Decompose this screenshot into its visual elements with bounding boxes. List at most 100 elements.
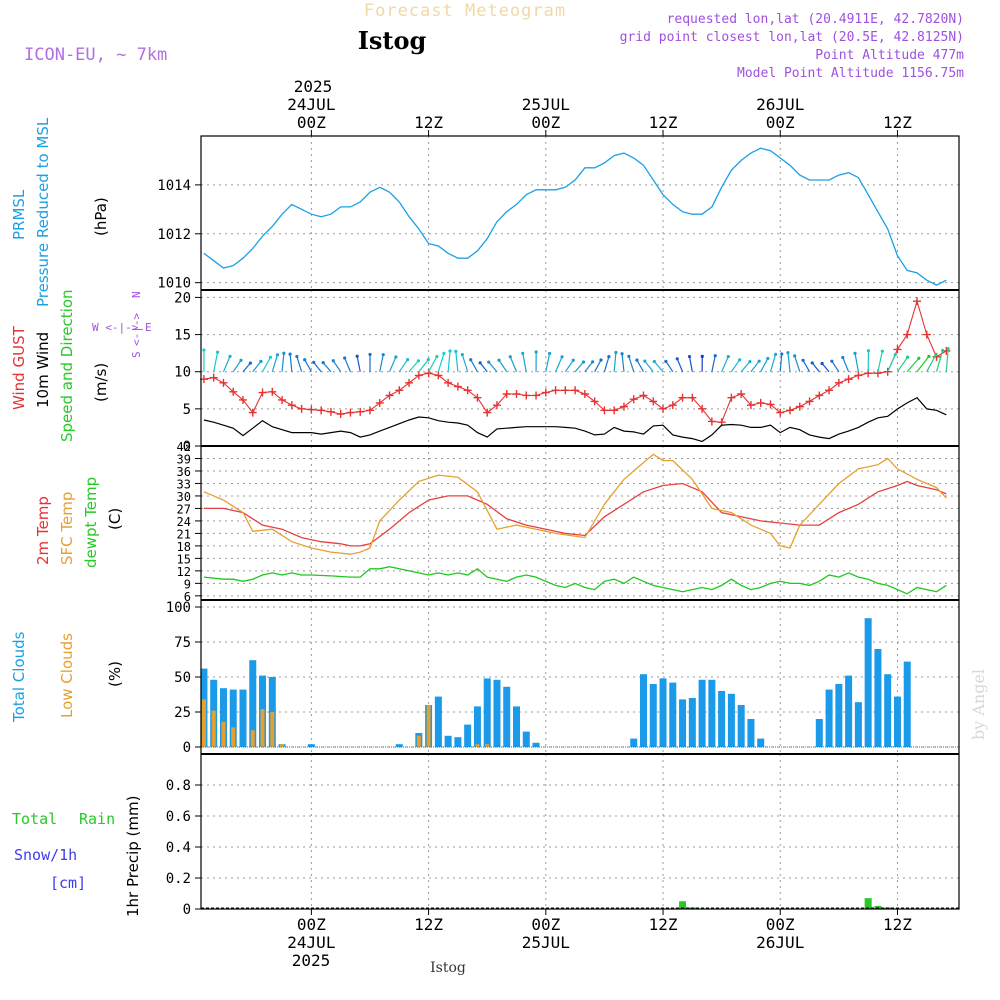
- wind-arrowhead: [275, 353, 280, 357]
- total-cloud-bar: [532, 742, 540, 747]
- gust-marker: [444, 378, 453, 387]
- wind-arrowhead: [581, 360, 586, 364]
- total-cloud-bar: [659, 678, 667, 747]
- top-year: 2025: [294, 77, 333, 96]
- wind-arrowhead: [757, 359, 761, 363]
- wind-arrowhead: [934, 352, 938, 357]
- top-xtick-label: 00Z: [766, 113, 795, 132]
- wind-arrow: [428, 356, 438, 373]
- gust-marker: [610, 406, 619, 415]
- temperature-ytick-label: 12: [177, 565, 191, 579]
- temperature-ytick-label: 42: [177, 440, 191, 454]
- top-xtick-label: 12Z: [649, 113, 678, 132]
- wind-arrow: [447, 350, 451, 372]
- temperature-ytick-label: 33: [177, 477, 191, 491]
- low-cloud-bar: [426, 705, 431, 747]
- wind-arrowhead: [591, 360, 595, 364]
- gust-marker: [825, 386, 834, 395]
- wind-arrow: [379, 354, 384, 372]
- rain-label: Rain: [79, 810, 115, 828]
- wind-arrowhead: [295, 354, 299, 359]
- gust-marker: [278, 395, 287, 404]
- gust-marker: [688, 393, 697, 402]
- precipitation-ytick-label: 0.4: [166, 840, 191, 856]
- clouds-ytick-label: 75: [174, 635, 191, 651]
- gust-marker: [737, 390, 746, 398]
- gridpoint-coords: grid point closest lon,lat (20.5E, 42.81…: [620, 30, 964, 45]
- wind-arrow: [437, 353, 445, 372]
- gust-marker: [346, 408, 355, 417]
- total-cloud-bar: [219, 688, 227, 747]
- wind-arrowhead: [497, 358, 501, 362]
- total-cloud-bar: [835, 684, 843, 747]
- wind-arrow: [711, 355, 716, 372]
- snow-label: Snow/1h: [14, 846, 77, 864]
- gust-marker: [707, 417, 716, 426]
- wind-arrow: [408, 360, 419, 373]
- pressure-unit: (hPa): [92, 197, 110, 236]
- wind-arrow: [636, 359, 645, 373]
- wind-arrow: [613, 352, 617, 372]
- wind-arrow: [603, 356, 610, 372]
- wind-arrow: [398, 359, 409, 373]
- wind-arrow: [854, 353, 859, 372]
- gust-marker: [541, 388, 550, 397]
- wind-arrow: [740, 361, 751, 373]
- gust-marker: [385, 391, 394, 400]
- wind-ytick-label: 15: [174, 328, 191, 344]
- top-xtick-label: 12Z: [883, 113, 912, 132]
- wind-ytick-label: 5: [183, 402, 191, 418]
- wind-arrow: [296, 356, 303, 372]
- gust-marker: [219, 378, 228, 387]
- gust-marker: [619, 402, 628, 411]
- total-cloud-bar: [718, 691, 726, 747]
- gust-marker: [424, 369, 433, 378]
- wind-arrow: [242, 362, 251, 373]
- wind-arrow: [621, 353, 625, 372]
- wind-arrow: [877, 351, 883, 372]
- wind-arrow: [564, 359, 574, 373]
- wind-arrowhead: [726, 354, 730, 359]
- total-cloud-bar: [434, 696, 442, 747]
- wind-arrow: [842, 357, 850, 372]
- wind-arrow: [811, 362, 820, 373]
- wind-arrow: [644, 360, 654, 373]
- temperature-ytick-label: 15: [177, 552, 191, 566]
- wind-arrowhead: [259, 359, 263, 364]
- point-altitude: Point Altitude 477m: [815, 48, 964, 63]
- footer-location: Istog: [430, 960, 466, 976]
- wind-arrowhead: [830, 359, 834, 363]
- wind-unit: (m/s): [92, 363, 110, 402]
- wind-arrowhead: [303, 358, 307, 362]
- pressure-ytick-label: 1012: [157, 227, 191, 243]
- wind-arrow: [304, 359, 312, 373]
- wind-arrow: [787, 352, 791, 372]
- wind-ytick-label: 0: [183, 439, 191, 455]
- gust-marker: [336, 410, 345, 419]
- wind-gust-label: Wind GUST: [10, 325, 28, 410]
- wind-arrowhead: [343, 356, 347, 360]
- temperature-ytick-label: 27: [177, 502, 191, 516]
- gust-marker: [551, 386, 560, 395]
- low-cloud-bar: [280, 744, 285, 747]
- wind-arrow: [945, 348, 949, 372]
- wind-arrowhead: [228, 354, 232, 358]
- wind-arrow: [802, 360, 811, 373]
- precipitation-ytick-label: 0.6: [166, 809, 191, 825]
- gust-marker: [414, 371, 423, 380]
- credit-watermark: by Angel: [969, 669, 988, 740]
- low-cloud-bar: [475, 744, 480, 747]
- cloud-labels: Total Clouds Low Clouds (%): [10, 631, 124, 723]
- wind-arrow: [584, 361, 594, 373]
- bottom-xtick-label: 12Z: [883, 915, 912, 934]
- wind-arrowhead: [508, 355, 512, 359]
- gust-line: [203, 299, 947, 423]
- wind-arrowhead: [282, 351, 286, 355]
- wind-arrowhead: [786, 351, 790, 355]
- dewpt-label: dewpt Temp: [82, 477, 100, 568]
- total-cloud-bar: [815, 719, 823, 747]
- gust-marker: [649, 397, 658, 406]
- gust-marker: [365, 406, 374, 415]
- gust-marker: [922, 330, 931, 339]
